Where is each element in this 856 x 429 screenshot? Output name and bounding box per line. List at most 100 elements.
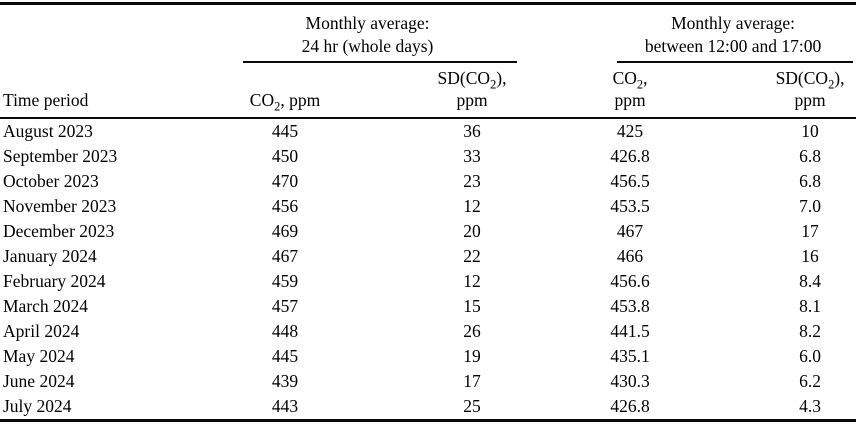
sd-24h-cell: 12 [463,271,481,291]
sd-window-cell: 6.8 [799,171,821,191]
time-period-cell: May 2024 [3,346,75,366]
column-header-row: Time period CO2, ppm SD(CO2), ppm CO2, p… [0,63,856,119]
time-period-cell: October 2023 [3,171,99,191]
table-row: June 2024 439 17 430.3 6.2 [0,369,856,394]
co2-24h-cell: 467 [271,246,299,266]
table-row: February 2024 459 12 456.6 8.4 [0,269,856,294]
co2-unit: , ppm [280,90,321,110]
table-body: August 2023 445 36 425 10 September 2023… [0,118,856,421]
co2-24h-cell: 443 [271,396,299,416]
time-period-cell: September 2023 [3,146,118,166]
time-period-cell: January 2024 [3,246,97,266]
time-period-cell: December 2023 [3,221,115,241]
sd-label-line1: SD(CO2), [437,68,507,92]
co2-window-cell: 435.1 [610,346,650,366]
time-period-cell: August 2023 [3,121,93,141]
sd-24h-cell: 15 [463,296,481,316]
col-header-sd-24h: SD(CO2), ppm [355,63,521,119]
co2-24h-cell: 448 [271,321,299,341]
sd-window-cell: 6.2 [799,371,821,391]
col-header-time-period: Time period [0,63,215,119]
sd-24h-cell: 17 [463,371,481,391]
time-period-cell: February 2024 [3,271,106,291]
co2-24h-cell: 450 [271,146,299,166]
group-title-window-line1: Monthly average: [671,13,795,33]
time-period-cell: March 2024 [3,296,89,316]
group-rule-window [617,61,854,63]
table-row: July 2024 443 25 426.8 4.3 [0,394,856,421]
subscript-2: 2 [828,77,835,92]
co2-24h-cell: 439 [271,371,299,391]
sd-24h-cell: 23 [463,171,481,191]
table-top-rule [0,2,856,5]
co2-window-cell: 426.8 [610,146,650,166]
col-header-co2-window: CO2, ppm [520,63,686,119]
co2-window-cell: 426.8 [610,396,650,416]
time-period-cell: June 2024 [3,371,75,391]
co2-window-cell: 430.3 [610,371,650,391]
sd-24h-cell: 12 [463,196,481,216]
co2-24h-cell: 445 [271,346,299,366]
table-header: Monthly average: 24 hr (whole days) Mont… [0,5,856,119]
co2-24h-cell: 459 [271,271,299,291]
co2-24h-cell: 456 [271,196,299,216]
sd-label-line2: ppm [456,90,488,110]
sd-window-cell: 6.0 [799,346,821,366]
table-row: September 2023 450 33 426.8 6.8 [0,144,856,169]
subscript-2: 2 [274,99,281,114]
co2-24h-cell: 469 [271,221,299,241]
table-row: March 2024 457 15 453.8 8.1 [0,294,856,319]
table-row: October 2023 470 23 456.5 6.8 [0,169,856,194]
co2-label: CO [249,90,275,110]
time-period-cell: April 2024 [3,321,80,341]
table-row: April 2024 448 26 441.5 8.2 [0,319,856,344]
co2-monthly-table: Monthly average: 24 hr (whole days) Mont… [0,5,856,422]
group-rule-24h [243,61,518,63]
co2-window-cell: 467 [616,221,644,241]
table-row: May 2024 445 19 435.1 6.0 [0,344,856,369]
sd-24h-cell: 26 [463,321,481,341]
group-header-spacer [0,5,215,63]
sd-window-cell: 10 [801,121,819,141]
co2-label-line1: CO2, [612,68,648,92]
subscript-2: 2 [490,77,497,92]
group-title-window-line2: between 12:00 and 17:00 [644,36,822,56]
co2-24h-cell: 470 [271,171,299,191]
co2-label-line2: ppm [614,90,646,110]
col-header-sd-window: SD(CO2), ppm [685,63,856,119]
group-title-24h-line2: 24 hr (whole days) [301,36,434,56]
sd-window-cell: 17 [801,221,819,241]
co2-window-cell: 456.6 [610,271,650,291]
sd-label-line1: SD(CO2), [775,68,845,92]
sd-24h-cell: 19 [463,346,481,366]
time-period-cell: November 2023 [3,196,117,216]
col-header-co2-24h: CO2, ppm [215,63,355,119]
sd-window-cell: 8.4 [799,271,821,291]
co2-window-cell: 453.5 [610,196,650,216]
table-row: November 2023 456 12 453.5 7.0 [0,194,856,219]
time-period-cell: July 2024 [3,396,72,416]
co2-window-cell: 441.5 [610,321,650,341]
group-header-24h: Monthly average: 24 hr (whole days) [215,5,520,63]
sd-window-cell: 8.1 [799,296,821,316]
co2-window-cell: 453.8 [610,296,650,316]
sd-label-line2: ppm [794,90,826,110]
sd-window-cell: 7.0 [799,196,821,216]
sd-window-cell: 16 [801,246,819,266]
co2-window-cell: 456.5 [610,171,650,191]
sd-window-cell: 6.8 [799,146,821,166]
table-row: August 2023 445 36 425 10 [0,118,856,144]
co2-window-cell: 425 [616,121,644,141]
co2-window-cell: 466 [616,246,644,266]
group-header-window: Monthly average: between 12:00 and 17:00 [520,5,856,63]
sd-window-cell: 8.2 [799,321,821,341]
sd-24h-cell: 22 [463,246,481,266]
group-title-24h-line1: Monthly average: [305,13,430,33]
co2-24h-cell: 457 [271,296,299,316]
subscript-2: 2 [636,77,644,92]
co2-24h-cell: 445 [271,121,299,141]
sd-window-cell: 4.3 [799,396,821,416]
table-row: December 2023 469 20 467 17 [0,219,856,244]
sd-24h-cell: 25 [463,396,481,416]
